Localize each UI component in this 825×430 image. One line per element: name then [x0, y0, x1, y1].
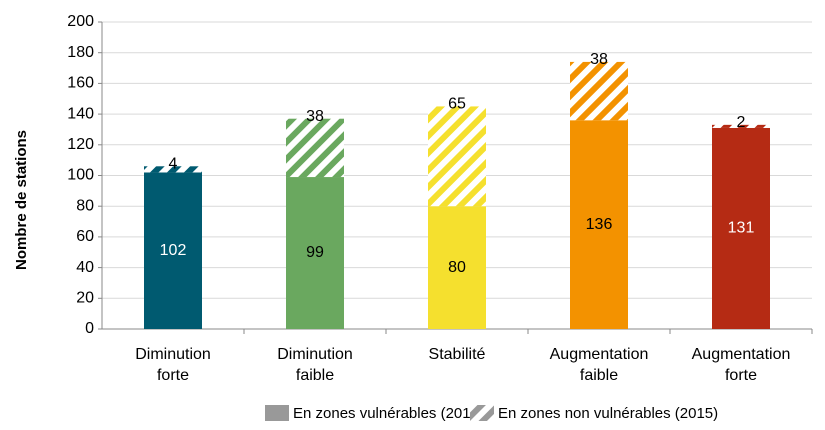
data-label: 38	[306, 108, 324, 125]
data-label: 2	[737, 114, 746, 131]
bar-segment	[144, 166, 202, 173]
y-axis-label: Nombre de stations	[13, 130, 30, 270]
y-tick-label: 140	[67, 105, 94, 122]
data-label: 80	[448, 259, 466, 276]
y-tick-label: 180	[67, 44, 94, 61]
x-tick-label: Diminution forte	[135, 346, 211, 384]
y-tick-label: 120	[67, 136, 94, 153]
bar-segment	[712, 127, 770, 329]
bar-segment	[570, 120, 628, 330]
y-tick-label: 60	[76, 228, 94, 245]
data-label: 65	[448, 96, 466, 113]
bar-segment	[144, 172, 202, 329]
bar-segment	[570, 61, 628, 121]
bar-segment	[286, 177, 344, 329]
bar-segment	[712, 124, 770, 128]
legend-label: En zones vulnérables (2015)	[293, 405, 484, 422]
legend-swatch	[265, 405, 289, 421]
y-tick-label: 200	[67, 13, 94, 30]
y-tick-label: 0	[85, 320, 94, 337]
x-tick-label: Augmentation forte	[692, 346, 791, 384]
x-tick-label: Diminution faible	[277, 346, 353, 384]
y-tick-label: 80	[76, 197, 94, 214]
bar-segment	[428, 206, 486, 329]
legend-label: En zones non vulnérables (2015)	[498, 405, 718, 422]
x-tick-label: Stabilité	[429, 346, 486, 363]
data-label: 99	[306, 244, 324, 261]
y-tick-label: 100	[67, 167, 94, 184]
data-label: 38	[590, 51, 608, 68]
bar-segment	[286, 118, 344, 178]
y-tick-label: 160	[67, 75, 94, 92]
data-label: 4	[169, 156, 178, 173]
bar-segment	[428, 106, 486, 207]
x-tick-label: Augmentation faible	[550, 346, 649, 384]
y-tick-label: 40	[76, 259, 94, 276]
data-label: 136	[586, 216, 613, 233]
data-label: 131	[728, 220, 755, 237]
data-label: 102	[160, 242, 187, 259]
y-tick-label: 20	[76, 290, 94, 307]
legend-swatch	[470, 405, 494, 421]
